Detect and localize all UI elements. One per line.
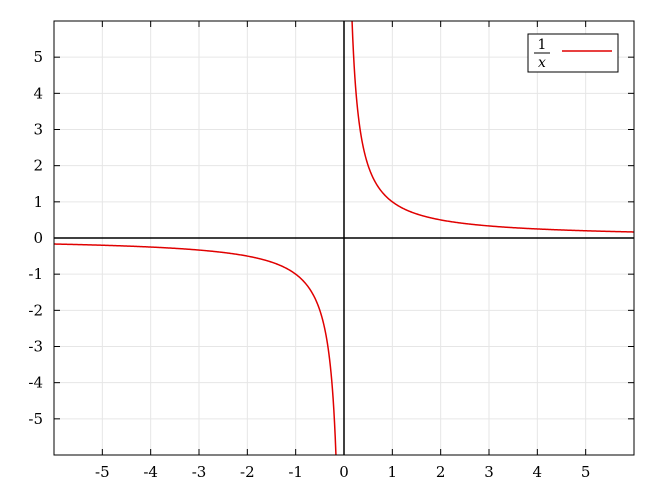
x-tick-label: 4: [533, 463, 543, 481]
x-tick-label: -1: [288, 463, 303, 481]
x-tick-label: 2: [436, 463, 446, 481]
x-tick-label: -3: [192, 463, 207, 481]
y-tick-label: -1: [28, 265, 43, 283]
x-tick-label: -4: [143, 463, 158, 481]
y-tick-label: 5: [33, 48, 43, 66]
y-tick-label: -2: [28, 301, 43, 319]
series-layer: [53, 20, 635, 456]
y-tick-label: 3: [33, 121, 43, 139]
y-tick-label: -4: [28, 374, 43, 392]
y-tick-label: -5: [28, 410, 43, 428]
x-tick-label: 3: [484, 463, 494, 481]
legend-denominator: x: [538, 55, 546, 71]
legend-numerator: 1: [538, 37, 547, 53]
series-line-negative-branch: [53, 243, 337, 456]
y-tick-labels: -5 -4 -3 -2 -1 0 1 2 3 4 5: [28, 48, 43, 428]
zero-axes: [54, 21, 634, 455]
y-tick-label: 4: [33, 84, 43, 102]
x-tick-label: -5: [95, 463, 110, 481]
x-tick-label: 1: [388, 463, 398, 481]
y-tick-label: 2: [33, 157, 43, 175]
series-line-positive-branch: [351, 20, 635, 233]
x-tick-label: -2: [240, 463, 255, 481]
ticks: [54, 21, 634, 455]
x-tick-label: 0: [339, 463, 349, 481]
x-tick-labels: -5 -4 -3 -2 -1 0 1 2 3 4 5: [95, 463, 590, 481]
legend: 1 x: [527, 33, 619, 73]
y-tick-label: -3: [28, 338, 43, 356]
y-tick-label: 0: [33, 229, 43, 247]
y-tick-label: 1: [33, 193, 43, 211]
x-tick-label: 5: [581, 463, 591, 481]
